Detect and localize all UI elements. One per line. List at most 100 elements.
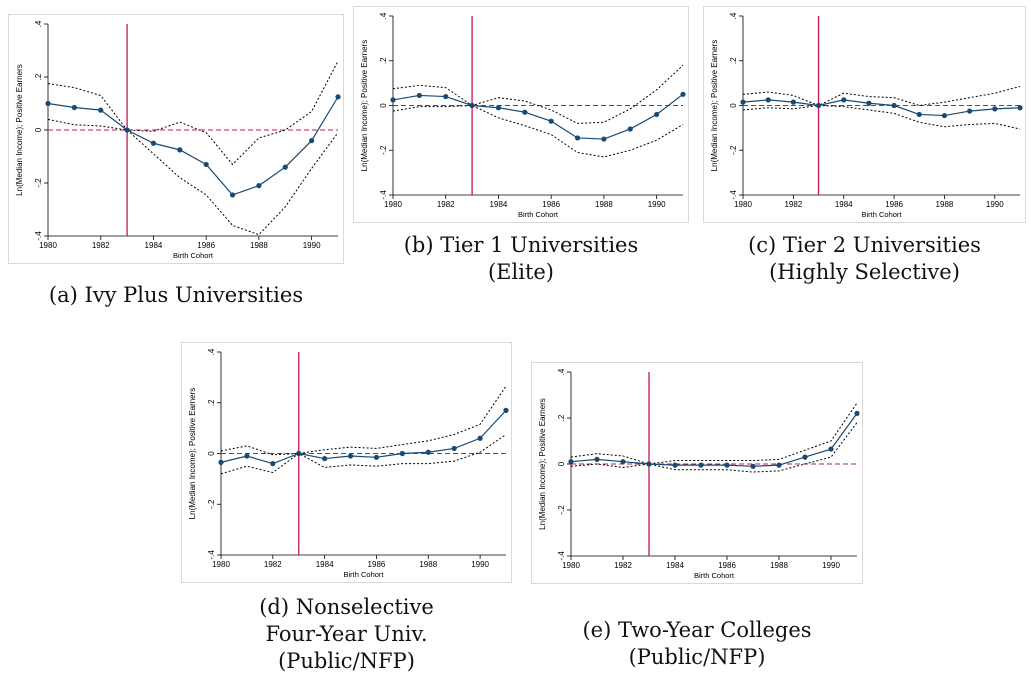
x-tick-label: 1990 <box>303 241 321 250</box>
estimate-point <box>335 94 341 100</box>
estimate-point <box>967 108 973 114</box>
estimate-point <box>451 445 457 452</box>
panel-b: -.4 -.2 0 .2 .4 1980 1982 1984 1986 1988 1990 Birth… <box>353 6 689 223</box>
estimate-point <box>941 112 948 119</box>
y-tick-label: 0 <box>379 103 388 108</box>
x-tick-label: 1980 <box>39 241 57 250</box>
x-axis-label: Birth Cohort <box>861 210 902 219</box>
caption-e-line-2: (Public/NFP) <box>628 645 766 669</box>
caption-b: (b) Tier 1 Universities (Elite) <box>353 232 689 286</box>
x-tick-label: 1980 <box>734 200 752 209</box>
estimate-point <box>399 450 405 457</box>
x-tick-label: 1984 <box>145 241 163 250</box>
estimate-point <box>680 91 686 97</box>
y-axis-label: Ln(Median Income); Positive Earners <box>188 388 197 520</box>
x-tick-label: 1988 <box>250 241 268 250</box>
chart-frame <box>531 362 863 584</box>
estimate-point <box>71 104 77 111</box>
x-tick-label: 1980 <box>562 561 580 570</box>
y-tick-label: .4 <box>207 348 216 355</box>
y-tick-label: -.2 <box>557 505 566 515</box>
y-tick-label: -.4 <box>729 190 738 200</box>
y-tick-label: -.4 <box>34 231 43 241</box>
y-tick-label: 0 <box>207 451 216 456</box>
estimate-point <box>750 463 756 469</box>
caption-e: (e) Two-Year Colleges (Public/NFP) <box>531 617 863 671</box>
x-tick-label: 1988 <box>936 200 954 209</box>
y-axis-label: Ln(Median Income); Positive Earners <box>710 40 719 172</box>
estimate-point <box>296 450 302 457</box>
chart-frame <box>8 14 344 264</box>
estimate-point <box>548 118 554 124</box>
caption-c-line-1: (c) Tier 2 Universities <box>748 233 981 257</box>
panel-a: -.4 -.2 0 .2 .4 1980 1982 1984 1986 1988 1990 Birth… <box>8 14 344 264</box>
y-axis-label: Ln(Median Income); Positive Earners <box>15 64 24 196</box>
x-tick-label: 1986 <box>542 200 560 209</box>
estimate-point <box>45 100 51 107</box>
caption-d-line-3: (Public/NFP) <box>278 649 415 673</box>
estimate-point <box>98 107 104 113</box>
x-tick-label: 1980 <box>384 200 402 209</box>
x-tick-label: 1988 <box>419 560 437 569</box>
estimate-point <box>150 140 157 146</box>
estimate-point <box>203 161 209 168</box>
estimate-point <box>724 462 730 468</box>
x-tick-label: 1982 <box>92 241 110 250</box>
caption-e-line-1: (e) Two-Year Colleges <box>582 618 812 642</box>
y-tick-label: 0 <box>34 127 43 132</box>
estimate-point <box>469 102 475 109</box>
y-tick-label: -.4 <box>207 550 216 560</box>
y-tick-label: .2 <box>729 57 738 64</box>
estimate-point <box>390 97 396 103</box>
ci-upper-line <box>47 60 339 166</box>
estimate-point <box>594 456 600 462</box>
x-tick-label: 1988 <box>770 561 788 570</box>
estimate-point <box>866 100 872 106</box>
y-tick-label: .4 <box>379 12 388 19</box>
y-tick-label: 0 <box>729 103 738 108</box>
y-tick-label: -.2 <box>729 145 738 155</box>
y-tick-label: 0 <box>557 461 566 466</box>
chart-b: -.4 -.2 0 .2 .4 1980 1982 1984 1986 1988 1990 Birth… <box>353 6 689 223</box>
estimate-point <box>841 97 847 103</box>
x-tick-label: 1990 <box>471 560 489 569</box>
estimate-point <box>347 453 354 459</box>
chart-e: -.4 -.2 0 .2 .4 1980 1982 1984 1986 1988 1990 Birth… <box>531 362 863 584</box>
y-tick-label: .2 <box>379 57 388 64</box>
estimate-point <box>601 136 607 142</box>
estimate-point <box>891 102 897 109</box>
estimate-point <box>765 97 771 103</box>
x-tick-label: 1980 <box>212 560 230 569</box>
estimate-point <box>282 164 288 170</box>
estimate-point <box>646 461 652 467</box>
estimate-point <box>270 461 276 467</box>
chart-a: -.4 -.2 0 .2 .4 1980 1982 1984 1986 1988 1990 Birth… <box>8 14 344 264</box>
x-axis-label: Birth Cohort <box>694 571 735 580</box>
y-tick-label: .4 <box>729 12 738 19</box>
x-tick-label: 1990 <box>822 561 840 570</box>
chart-frame <box>353 6 689 223</box>
estimate-line <box>392 93 684 140</box>
estimate-point <box>854 410 860 416</box>
estimate-point <box>322 455 328 462</box>
x-tick-label: 1988 <box>595 200 613 209</box>
estimate-point <box>568 459 574 465</box>
panel-d: -.4 -.2 0 .2 .4 1980 1982 1984 1986 1988 1990 Birth… <box>181 342 512 583</box>
estimate-point <box>828 446 834 452</box>
caption-a: (a) Ivy Plus Universities <box>8 282 344 309</box>
estimate-point <box>495 105 502 111</box>
x-axis-label: Birth Cohort <box>343 570 384 579</box>
estimate-point <box>309 138 315 144</box>
x-tick-label: 1986 <box>197 241 215 250</box>
estimate-point <box>672 462 678 468</box>
y-tick-label: -.2 <box>34 178 43 188</box>
caption-d: (d) Nonselective Four-Year Univ. (Public… <box>181 594 512 675</box>
chart-c: -.4 -.2 0 .2 .4 1980 1982 1984 1986 1988 1990 Birth… <box>703 6 1026 223</box>
ci-lower-line <box>47 118 339 236</box>
estimate-line <box>47 96 339 196</box>
caption-c: (c) Tier 2 Universities (Highly Selectiv… <box>703 232 1026 286</box>
ci-upper-line <box>392 64 684 124</box>
y-tick-label: .4 <box>557 368 566 375</box>
estimate-point <box>373 454 380 460</box>
y-tick-label: -.2 <box>207 499 216 509</box>
